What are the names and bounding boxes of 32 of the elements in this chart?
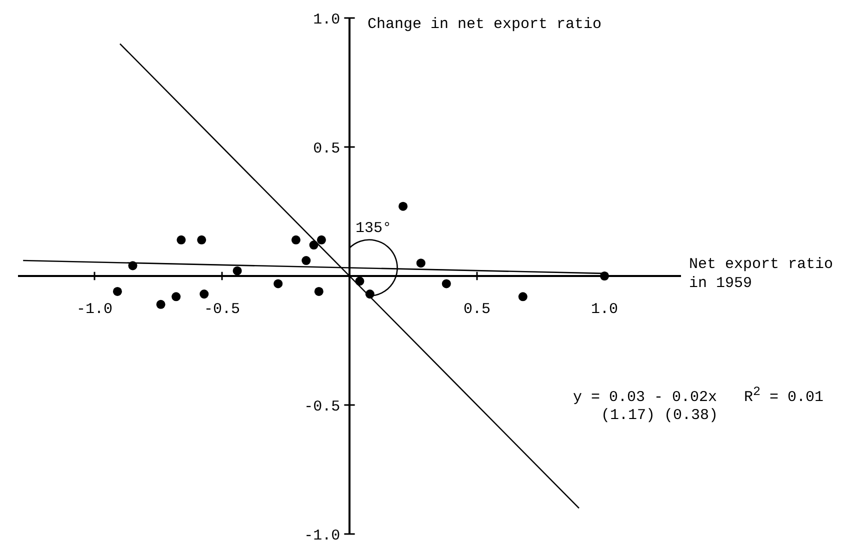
point xyxy=(274,279,283,288)
point xyxy=(291,235,300,244)
point xyxy=(309,240,318,250)
x-tick-label: -0.5 xyxy=(204,300,240,318)
annotation: (1.17) (0.38) xyxy=(600,407,720,425)
point xyxy=(442,279,451,288)
x-axis-title: Net export ratio in 1959 xyxy=(689,256,834,292)
point xyxy=(200,290,209,299)
y-tick-label: 0.5 xyxy=(313,140,340,158)
y-tick-label: 1.0 xyxy=(313,11,340,28)
point xyxy=(518,292,528,302)
point xyxy=(232,266,242,276)
point xyxy=(112,286,122,296)
point xyxy=(416,258,426,268)
y-axis-title: Change in net export ratio xyxy=(368,16,602,33)
point xyxy=(176,235,186,244)
point xyxy=(316,235,326,244)
point xyxy=(128,261,138,270)
point xyxy=(156,300,166,309)
x-tick-label: 0.5 xyxy=(463,300,491,318)
x-tick-label: -1.0 xyxy=(76,300,113,318)
annotation: 135° xyxy=(356,220,392,237)
point xyxy=(355,276,364,286)
point xyxy=(197,235,206,244)
point xyxy=(172,292,181,302)
point xyxy=(398,202,408,211)
y-tick-label: -1.0 xyxy=(304,527,340,544)
x-tick-label: 1.0 xyxy=(590,300,618,318)
point xyxy=(302,256,311,266)
point xyxy=(314,286,324,296)
y-tick-label: -0.5 xyxy=(304,398,340,416)
annotation: y = 0.03 - 0.02x R$^{2}$ = 0.01 xyxy=(573,384,824,407)
